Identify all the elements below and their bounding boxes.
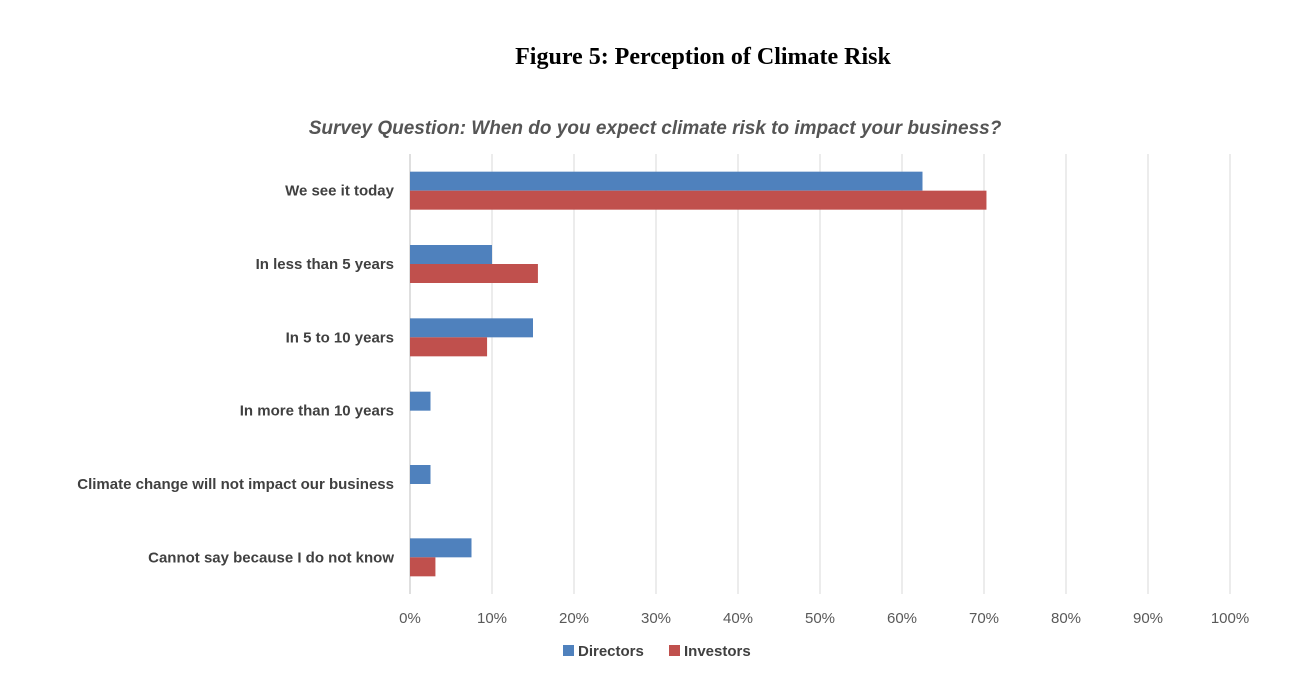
category-label: In 5 to 10 years [286,329,394,346]
category-label: Cannot say because I do not know [148,549,394,566]
bar-directors [410,391,431,411]
legend-label-directors: Directors [578,643,644,660]
subtitle-rest: : When do you expect climate risk to imp… [460,118,1002,139]
bar-investors [410,557,436,577]
legend-swatch-investors [669,645,680,656]
legend-label-investors: Investors [684,643,751,660]
figure-title: Figure 5: Perception of Climate Risk [515,44,891,70]
x-tick-label: 80% [1051,610,1081,627]
category-label: In less than 5 years [256,256,394,273]
x-tick-label: 10% [477,610,507,627]
legend-swatch-directors [563,645,574,656]
x-tick-label: 90% [1133,610,1163,627]
category-label: In more than 10 years [240,403,394,420]
x-tick-labels: 0% 10% 20% 30% 40% 50% 60% 70% 80% 90% 100% [399,610,1249,627]
category-label: Climate change will not impact our busin… [77,476,394,493]
chart-subtitle: Survey Question: When do you expect clim… [309,118,1002,139]
legend: Directors Investors [563,643,751,660]
bar-directors [410,245,492,264]
gridlines [409,154,1231,594]
category-labels: We see it today In less than 5 years In 5 … [77,183,394,567]
category-label: We see it today [285,183,395,200]
bar-directors [410,465,431,484]
subtitle-prefix: Survey Question [309,118,460,139]
bar-investors [410,337,488,357]
x-tick-label: 60% [887,610,917,627]
x-tick-label: 30% [641,610,671,627]
x-tick-label: 50% [805,610,835,627]
bars [410,171,987,577]
x-tick-label: 100% [1211,610,1249,627]
bar-investors [410,264,538,283]
x-tick-label: 40% [723,610,753,627]
x-tick-label: 20% [559,610,589,627]
x-tick-label: 70% [969,610,999,627]
x-tick-label: 0% [399,610,421,627]
bar-directors [410,538,472,558]
bar-directors [410,318,533,338]
bar-investors [410,190,987,210]
bar-directors [410,171,923,191]
